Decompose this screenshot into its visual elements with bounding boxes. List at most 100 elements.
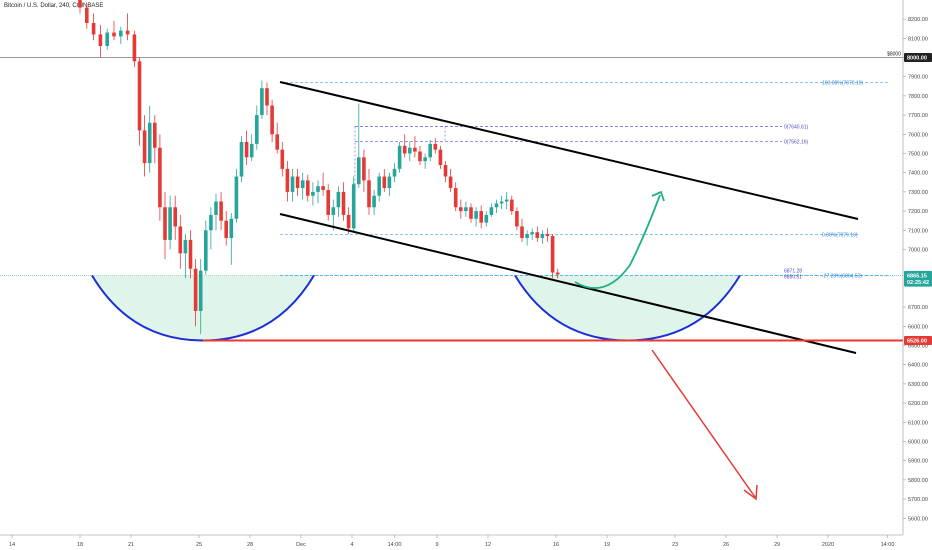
candle-body <box>433 143 438 150</box>
candle-body <box>311 191 315 196</box>
candle-body <box>408 147 412 154</box>
candle-body <box>448 176 453 189</box>
candle-body <box>168 207 172 240</box>
candle-body <box>331 207 336 215</box>
candle-body <box>147 122 152 164</box>
candle-body <box>132 34 137 62</box>
fib-level-label: 0.00%(7079.16) <box>822 232 858 238</box>
candle-body <box>98 34 103 46</box>
price-badge-label: 02:25:42 <box>907 280 929 286</box>
candle-body <box>153 122 157 148</box>
candle-body <box>387 176 392 189</box>
channel-upper-line <box>279 81 859 220</box>
candle-body <box>489 207 494 215</box>
y-tick-label: 5700.00 <box>908 497 928 503</box>
y-tick-label: 7100.00 <box>908 228 928 234</box>
fib-level-label: 0(7562.16) <box>784 140 809 146</box>
x-tick-label: 14 <box>9 542 15 548</box>
candle-body <box>438 149 443 166</box>
candle-body <box>464 207 468 212</box>
grid-layer <box>0 57 903 276</box>
candle-body <box>362 157 366 181</box>
candle-body <box>459 207 463 212</box>
bearish-arrowhead <box>743 484 758 501</box>
candle-body <box>255 115 259 144</box>
candle-body <box>474 211 478 219</box>
candle-body <box>105 32 109 46</box>
candle-body <box>428 143 432 158</box>
x-tick-label: Dec <box>296 542 306 548</box>
candle-body <box>306 180 310 196</box>
left-bowl-fill <box>92 275 314 341</box>
candle-body <box>540 234 545 238</box>
candle-body <box>91 22 96 35</box>
y-tick-label: 7700.00 <box>908 113 928 119</box>
candle-body <box>423 157 427 162</box>
candle-body <box>188 239 193 269</box>
candle-body <box>224 220 228 238</box>
candle-body <box>249 143 254 158</box>
y-tick-label: 7300.00 <box>908 190 928 196</box>
candle-body <box>494 203 499 208</box>
chart-title: Bitcoin / U.S. Dollar, 240, COINBASE <box>4 3 104 9</box>
small-price-label: 6871.28 <box>784 269 802 275</box>
price-tag-8000: $8000 <box>887 52 901 58</box>
y-tick-label: 7600.00 <box>908 132 928 138</box>
candle-body <box>219 201 223 221</box>
x-tick-label: 19 <box>604 542 610 548</box>
candle-body <box>321 186 325 190</box>
candle-body <box>137 61 142 131</box>
x-tick-label: 18 <box>77 542 83 548</box>
y-tick-label: 6600.00 <box>908 324 928 330</box>
x-tick-label: 14:00 <box>388 542 402 548</box>
candle-body <box>183 239 188 254</box>
candle-body <box>443 165 448 177</box>
candle-body <box>413 147 417 152</box>
fib-level-layer: 100.00%(7870.10) 0(7640.61) 0(7562.16) 0.00… <box>280 80 890 281</box>
candle-body <box>178 226 183 254</box>
candle-body <box>515 211 519 227</box>
x-tick-label: 16 <box>553 542 559 548</box>
candle-body <box>372 195 376 208</box>
x-tick-label: 21 <box>128 542 134 548</box>
x-tick-label: 23 <box>672 542 678 548</box>
candle-body <box>280 149 285 169</box>
candle-body <box>85 7 89 23</box>
x-tick-label: 4 <box>350 542 353 548</box>
y-tick-label: 6100.00 <box>908 420 928 426</box>
candle-body <box>499 201 504 204</box>
candle-body <box>469 207 473 219</box>
candle-body <box>530 232 534 235</box>
x-tick-label: 26 <box>723 542 729 548</box>
candle-body <box>239 141 244 177</box>
price-badge-label: 6526.00 <box>907 339 927 345</box>
candle-body <box>453 188 458 208</box>
candle-body <box>316 186 320 192</box>
candle-body <box>504 199 509 202</box>
price-badge-bg <box>904 277 932 287</box>
price-badge-label: 8000.00 <box>907 56 927 62</box>
candle-body <box>397 145 402 169</box>
candle-body <box>545 234 550 237</box>
bullish-arrow <box>574 194 661 290</box>
y-tick-label: 7500.00 <box>908 151 928 157</box>
y-tick-label: 6000.00 <box>908 439 928 445</box>
candle-body <box>418 151 422 162</box>
candle-layer <box>78 0 560 334</box>
bullish-arrowhead <box>651 190 665 202</box>
y-tick-label: 8200.00 <box>908 17 928 23</box>
candle-body <box>550 236 555 273</box>
y-tick-label: 7800.00 <box>908 94 928 100</box>
candle-body <box>336 191 341 208</box>
x-tick-label: 28 <box>247 542 253 548</box>
x-tick-label: 14:00 <box>881 542 895 548</box>
y-tick-label: 6300.00 <box>908 382 928 388</box>
candle-body <box>158 147 162 208</box>
candle-body <box>204 230 208 271</box>
x-tick-label: 25 <box>196 542 202 548</box>
candle-body <box>377 176 381 196</box>
candle-body <box>535 232 540 238</box>
candle-body <box>78 0 82 8</box>
